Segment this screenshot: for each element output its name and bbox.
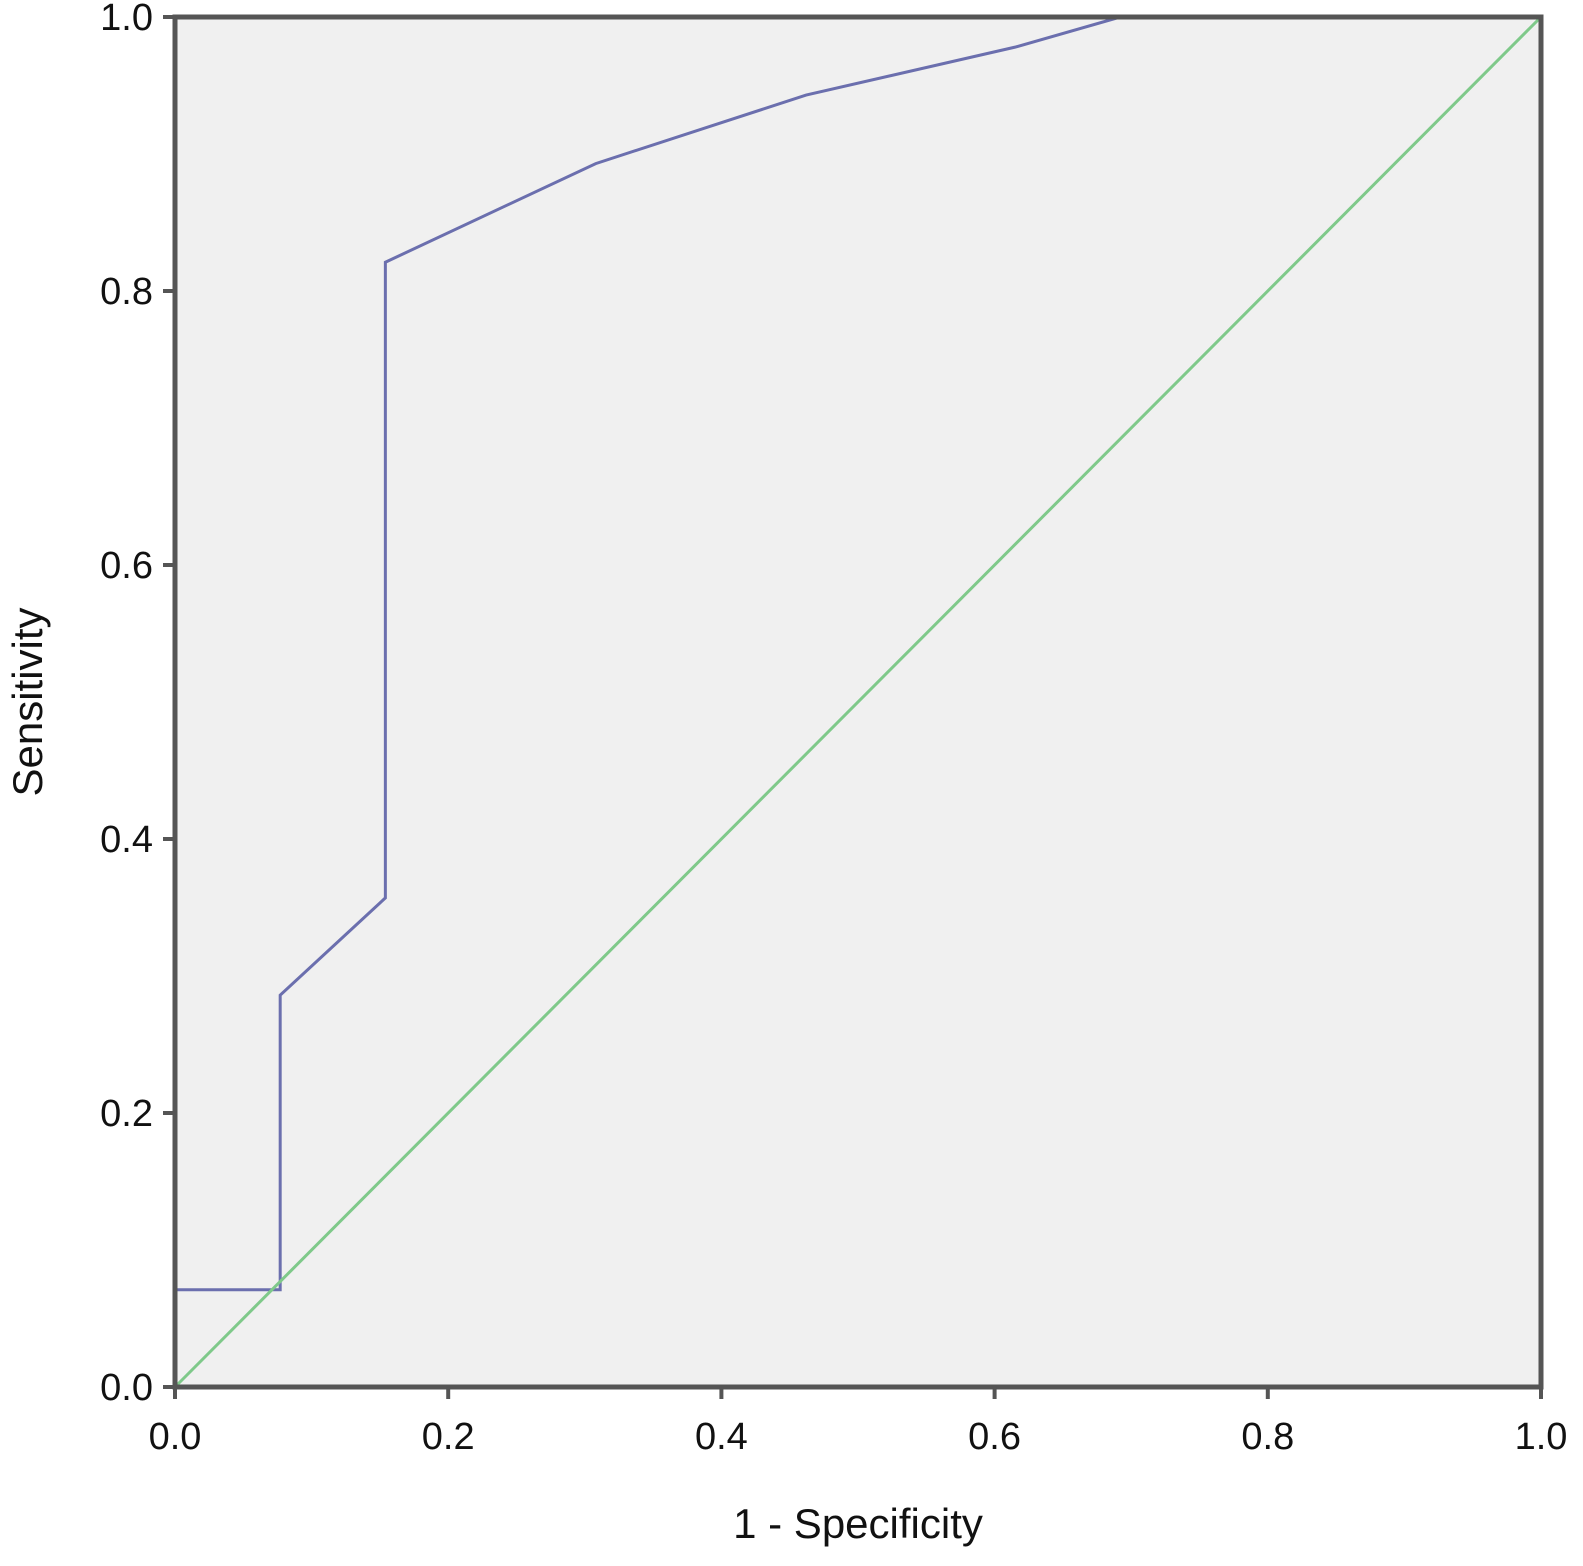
y-tick-label: 1.0 xyxy=(100,0,153,39)
reference-diagonal-line xyxy=(173,15,1543,1389)
x-tick-label: 0.8 xyxy=(1241,1416,1294,1458)
y-tick-label: 0.4 xyxy=(100,819,153,861)
y-tick-label: 0.8 xyxy=(100,271,153,313)
y-axis: 0.0 0.2 0.4 0.6 0.8 1.0 xyxy=(100,0,175,1409)
y-tick-label: 0.0 xyxy=(100,1367,153,1409)
x-tick-label: 1.0 xyxy=(1515,1416,1568,1458)
roc-curve-line xyxy=(173,15,1541,1387)
x-tick-label: 0.0 xyxy=(149,1416,202,1458)
x-tick-label: 0.2 xyxy=(422,1416,475,1458)
x-tick-label: 0.4 xyxy=(695,1416,748,1458)
plot-frame xyxy=(172,14,1544,1390)
x-tick-label: 0.6 xyxy=(968,1416,1021,1458)
x-axis-title: 1 - Specificity xyxy=(733,1500,983,1547)
y-tick-label: 0.2 xyxy=(100,1093,153,1135)
series-layer xyxy=(173,15,1543,1389)
x-axis: 0.0 0.2 0.4 0.6 0.8 1.0 xyxy=(149,1387,1568,1458)
y-tick-label: 0.6 xyxy=(100,545,153,587)
y-axis-title: Sensitivity xyxy=(4,607,51,796)
